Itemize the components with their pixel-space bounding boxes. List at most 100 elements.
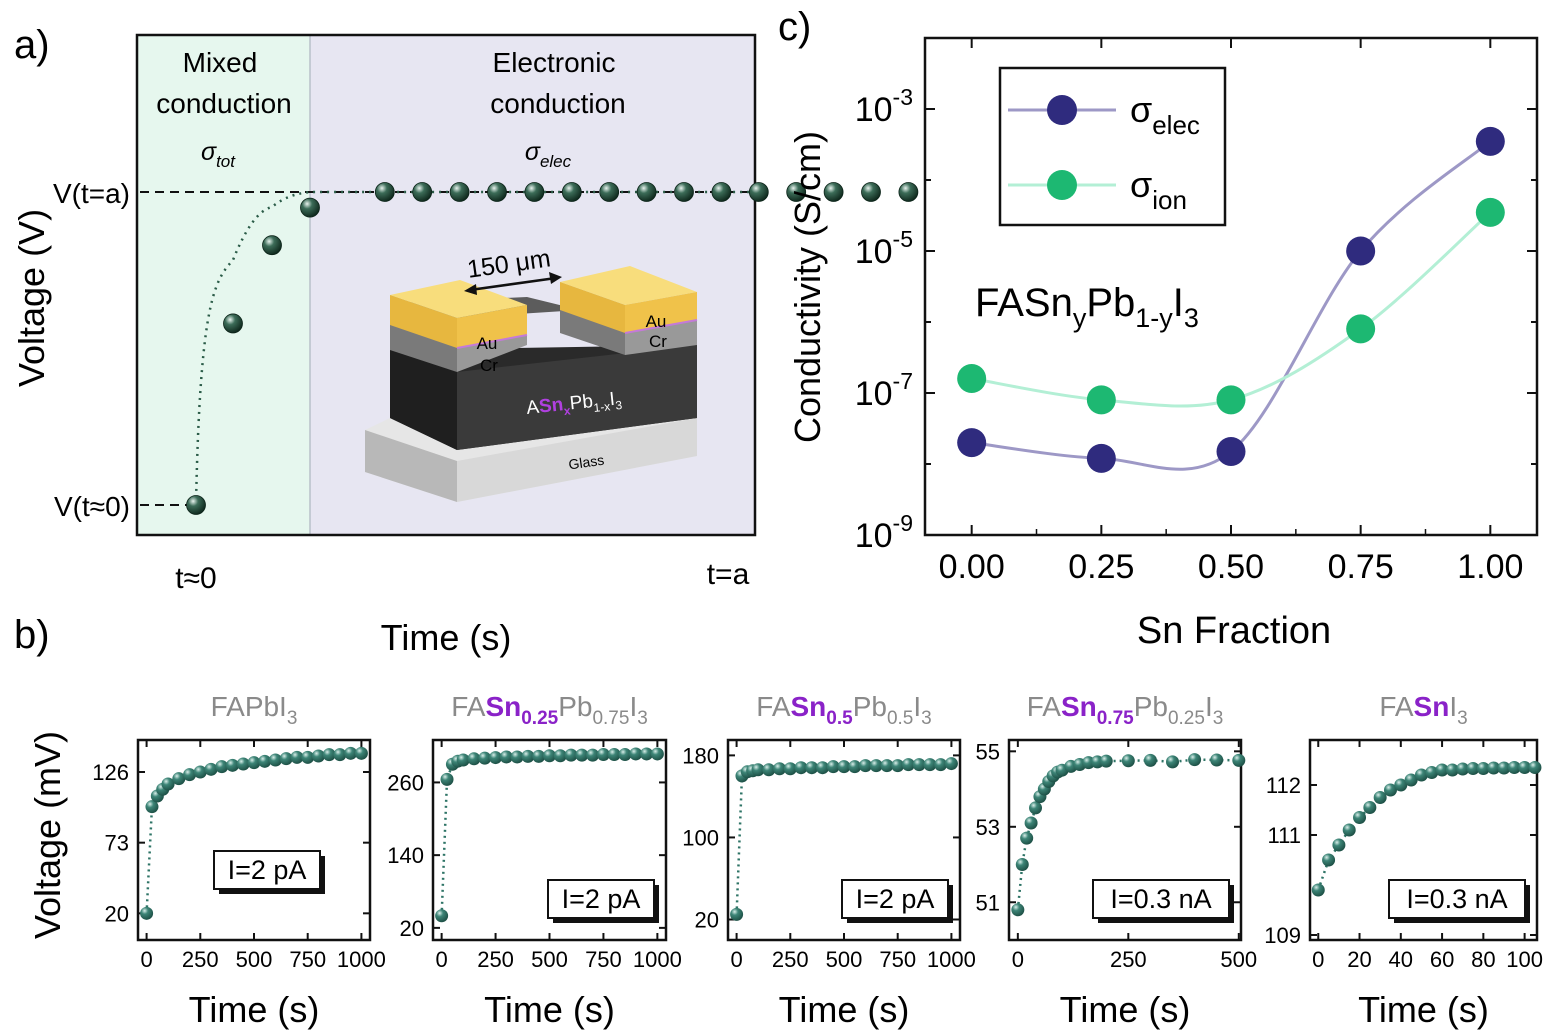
- b-point: [1383, 783, 1397, 797]
- c-point-ion: [1475, 197, 1505, 227]
- voltage-point: [786, 182, 807, 202]
- electronic-label-1: Electronic: [493, 47, 616, 78]
- legend-box: [998, 66, 1227, 227]
- b-point: [1518, 761, 1532, 774]
- b-ytick-label: 20: [400, 916, 424, 941]
- b-point: [912, 758, 926, 772]
- b-xlabel: Time (s): [1060, 989, 1191, 1030]
- panel-a-ylabel: Voltage (V): [11, 209, 52, 387]
- sigma-elec-a: σelec: [525, 138, 572, 171]
- b-xtick-label: 60: [1430, 947, 1454, 972]
- au-left-side: [390, 295, 457, 348]
- au-right-side: [560, 282, 625, 333]
- b-xtick-label: 500: [1220, 947, 1257, 972]
- current-label: I=2 pA: [856, 884, 935, 914]
- b-point: [773, 762, 787, 776]
- b-point: [607, 748, 621, 762]
- b-point: [161, 777, 175, 791]
- b-xtick-label: 40: [1389, 947, 1413, 972]
- b-ytick-label: 112: [1266, 773, 1301, 798]
- panel-a-points: [186, 182, 919, 515]
- au-cr-interface-right: [624, 319, 698, 334]
- voltage-point: [449, 182, 470, 202]
- panel-c-ylabel: Conductivity (S/cm): [787, 131, 828, 443]
- b-point: [1466, 762, 1480, 775]
- c-point-ion: [1086, 385, 1116, 415]
- b-ytick-label: 111: [1268, 823, 1301, 848]
- b-xtick-label: 250: [477, 947, 514, 972]
- b-point: [751, 763, 765, 777]
- current-box: [547, 879, 655, 919]
- panel-c: c) 0.00 0.25 0.50 0.75 1.0010-310-510-710-9 …: [778, 5, 1539, 652]
- b-xtick-label: 0: [730, 947, 742, 972]
- film-label: ASnxPb1-xI3: [525, 388, 623, 422]
- b-title: FAPbI3: [211, 691, 298, 729]
- au-left-top: [390, 280, 527, 318]
- panel-c-xlabel: Sn Fraction: [1137, 610, 1331, 652]
- b-ytick-label: 109: [1264, 923, 1301, 948]
- b-ytick-label: 55: [976, 739, 1000, 764]
- b-point: [730, 907, 744, 921]
- ytick-va: V(t=a): [53, 178, 130, 209]
- b-point: [575, 748, 589, 762]
- b-point: [258, 754, 272, 768]
- b-point: [1166, 755, 1180, 769]
- voltage-point: [898, 182, 919, 202]
- b-point: [650, 747, 664, 761]
- b-point: [880, 759, 894, 773]
- b-point: [1342, 823, 1356, 837]
- b-point: [145, 800, 159, 814]
- b-ytick-label: 180: [682, 743, 719, 768]
- b-point: [543, 749, 556, 763]
- voltage-point: [262, 235, 282, 256]
- b-point: [290, 750, 304, 764]
- b-point: [172, 772, 186, 786]
- b-point: [532, 749, 546, 763]
- b-xtick-label: 1000: [633, 947, 682, 972]
- b-point: [478, 751, 492, 765]
- panel-c-series: [957, 126, 1505, 473]
- voltage-point: [223, 313, 243, 334]
- b-point: [140, 906, 154, 920]
- b-point: [204, 762, 218, 776]
- c-point-elec: [1475, 126, 1505, 156]
- b-point: [489, 751, 503, 765]
- b-title: FASn0.75Pb0.25I3: [1027, 691, 1224, 729]
- b-point: [1099, 754, 1113, 768]
- b-frame: [136, 738, 372, 942]
- b-xtick-label: 0: [140, 947, 152, 972]
- b-point: [1322, 853, 1336, 867]
- b-xtick-label: 100: [1506, 947, 1543, 972]
- b-point: [279, 752, 293, 766]
- b-point: [1404, 773, 1418, 787]
- c-xtick-label: 0.75: [1328, 548, 1394, 586]
- b-point: [467, 752, 481, 766]
- b-point: [226, 758, 240, 772]
- b-xtick-label: 500: [826, 947, 863, 972]
- b-point: [1121, 754, 1135, 768]
- cr-right-label: Cr: [649, 332, 667, 351]
- b-point: [1210, 753, 1224, 767]
- b-point: [869, 759, 883, 773]
- current-box: [213, 850, 321, 890]
- au-right-top: [560, 266, 697, 305]
- current-box: [1092, 879, 1230, 919]
- film-front: [457, 345, 697, 450]
- b-point: [499, 750, 513, 764]
- b-ytick-label: 126: [92, 760, 129, 785]
- c-point-elec: [1346, 236, 1376, 266]
- b-point: [858, 759, 872, 773]
- b-point: [440, 772, 454, 786]
- b-point: [816, 761, 830, 775]
- b-point: [1456, 762, 1470, 776]
- gap-arrow: [469, 276, 557, 292]
- b-point: [1188, 753, 1202, 767]
- b-point: [944, 757, 958, 771]
- b-point: [934, 758, 948, 772]
- b-point: [1528, 761, 1542, 774]
- b-subplot-2: FASn0.5Pb0.5I3 0 250 500 750 1000 20 100 180 Time…: [682, 691, 976, 1030]
- b-xtick-label: 250: [772, 947, 809, 972]
- b-point: [640, 747, 654, 761]
- c-point-ion: [1216, 385, 1246, 415]
